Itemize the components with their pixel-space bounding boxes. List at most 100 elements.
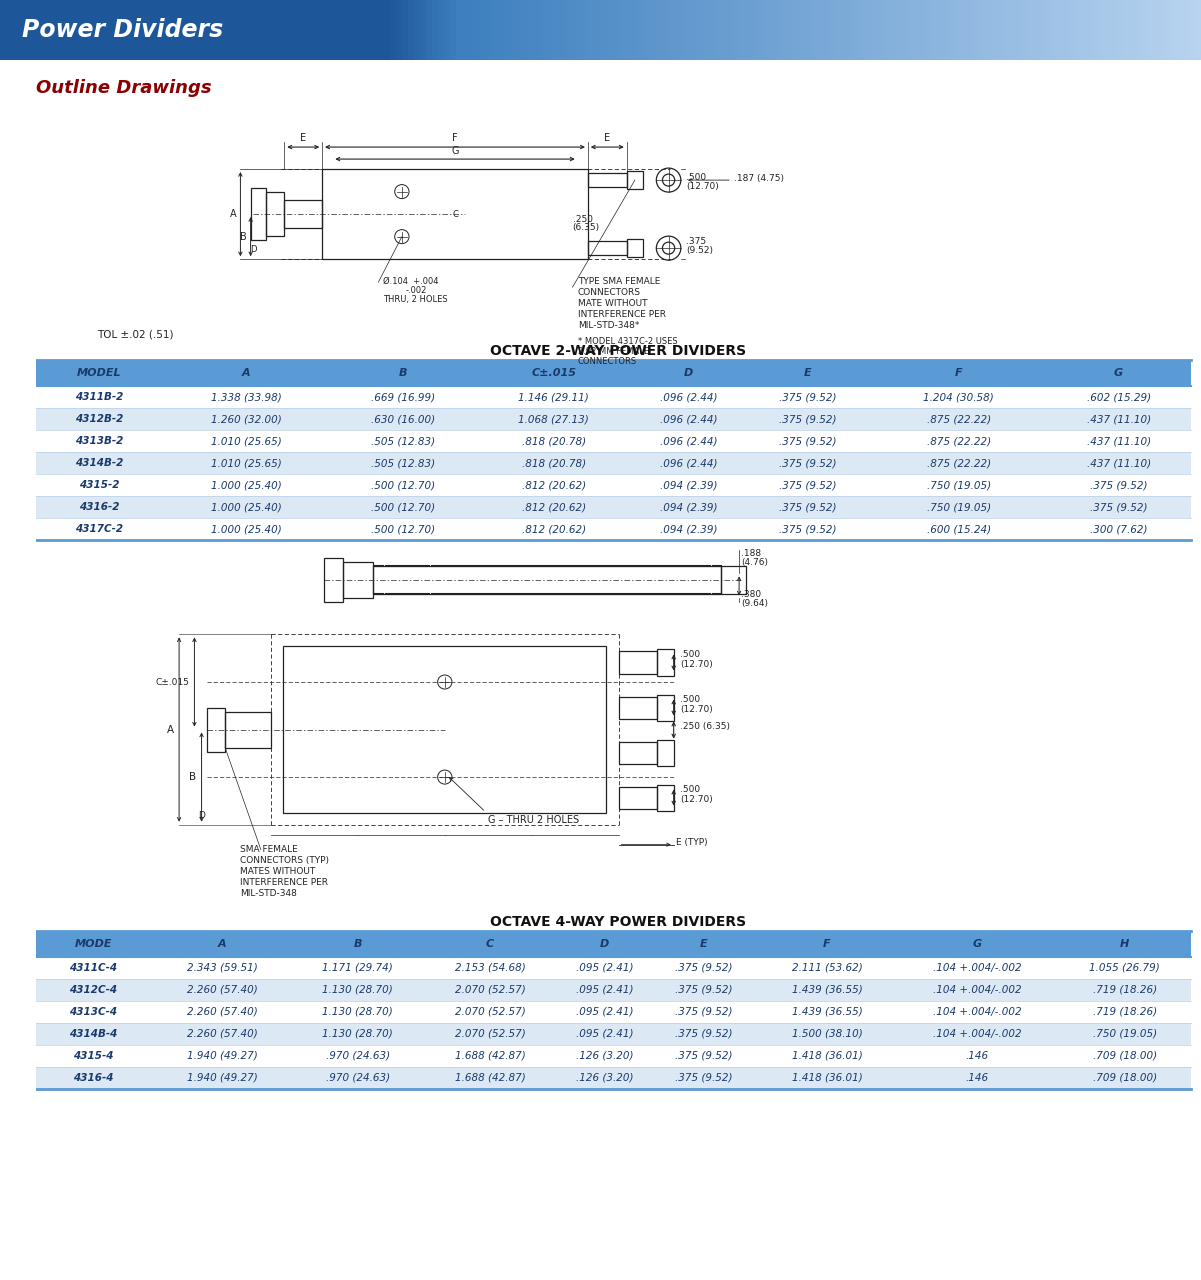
Bar [162,0,168,59]
Bar [667,0,673,59]
Text: .094 (2.39): .094 (2.39) [661,525,717,534]
Text: B: B [240,232,246,242]
Bar [324,0,330,59]
Text: 1.010 (25.65): 1.010 (25.65) [211,458,282,468]
Text: .095 (2.41): .095 (2.41) [575,1029,633,1039]
Text: .375 (9.52): .375 (9.52) [675,1007,733,1016]
Bar [1075,0,1081,59]
Bar [967,0,973,59]
Text: A: A [229,209,237,219]
Bar [1021,0,1027,59]
Bar [48,0,54,59]
Bar [240,0,246,59]
Text: .669 (16.99): .669 (16.99) [371,392,435,402]
Bar [781,0,787,59]
Text: .104 +.004/-.002: .104 +.004/-.002 [933,1007,1022,1016]
Text: .500: .500 [680,695,700,704]
Text: (4.76): (4.76) [741,558,769,567]
Bar [1069,0,1075,59]
Text: 4312C-4: 4312C-4 [70,984,118,995]
Bar [961,0,967,59]
Text: .375 (9.52): .375 (9.52) [779,502,837,512]
Text: 1.055 (26.79): 1.055 (26.79) [1089,963,1160,973]
Bar [588,0,594,59]
Text: .126 (3.20): .126 (3.20) [575,1051,633,1061]
Text: 1.260 (32.00): 1.260 (32.00) [211,415,282,424]
Text: .188: .188 [741,549,761,558]
Bar [132,0,138,59]
Bar [156,0,162,59]
Bar [378,0,384,59]
Bar [462,0,468,59]
Text: .500 (12.70): .500 (12.70) [371,525,435,534]
Text: 1.000 (25.40): 1.000 (25.40) [211,525,282,534]
Bar [480,0,486,59]
Bar [36,497,1190,518]
Text: 1.130 (28.70): 1.130 (28.70) [322,1007,393,1016]
Bar [6,0,12,59]
Bar [546,0,552,59]
Bar [627,239,643,257]
Bar [955,0,961,59]
Text: .750 (19.05): .750 (19.05) [926,480,991,490]
Bar [613,0,619,59]
Bar [570,0,576,59]
Text: 4312B-2: 4312B-2 [74,415,123,424]
Text: (12.70): (12.70) [680,660,712,669]
Bar [937,0,943,59]
Text: 4316-2: 4316-2 [78,502,119,512]
Text: C±.015: C±.015 [531,369,576,379]
Bar [865,0,871,59]
Bar [1051,0,1057,59]
Text: .500: .500 [680,785,700,794]
Bar [336,0,342,59]
Bar [657,785,674,810]
Bar [150,0,156,59]
Text: D: D [599,938,609,948]
Bar [306,0,312,59]
Bar [1087,0,1093,59]
Text: TOL ±.02 (.51): TOL ±.02 (.51) [97,329,174,339]
Bar [414,0,420,59]
Bar [18,0,24,59]
Text: INTERFERENCE PER: INTERFERENCE PER [240,878,328,887]
Text: .375 (9.52): .375 (9.52) [779,415,837,424]
Bar [787,0,793,59]
Bar [1105,0,1111,59]
Bar [390,0,396,59]
Bar [251,188,265,241]
Bar [225,712,271,748]
Text: 1.439 (36.55): 1.439 (36.55) [791,984,862,995]
Bar [402,0,408,59]
Bar [1039,0,1045,59]
Bar [769,0,775,59]
Bar [763,0,769,59]
Text: .250 (6.35): .250 (6.35) [680,722,730,731]
Bar [655,0,661,59]
Bar [985,0,991,59]
Text: 1.171 (29.74): 1.171 (29.74) [322,963,393,973]
Bar [649,0,655,59]
Text: MIL-STD-348: MIL-STD-348 [240,888,298,897]
Text: .719 (18.26): .719 (18.26) [1093,1007,1157,1016]
Bar [444,0,450,59]
Bar [805,0,811,59]
Text: A: A [219,938,227,948]
Bar [432,0,438,59]
Bar [276,0,282,59]
Text: .812 (20.62): .812 (20.62) [521,502,586,512]
Bar [216,0,222,59]
Text: 2.260 (57.40): 2.260 (57.40) [187,1007,258,1016]
Bar [504,0,510,59]
Text: .094 (2.39): .094 (2.39) [661,480,717,490]
Bar [1129,0,1135,59]
Bar [1027,0,1033,59]
Text: 4314B-2: 4314B-2 [74,458,123,468]
Text: 1.146 (29.11): 1.146 (29.11) [519,392,590,402]
Bar [1195,0,1201,59]
Text: .875 (22.22): .875 (22.22) [926,436,991,447]
Bar [847,0,853,59]
Bar [853,0,859,59]
Bar [673,0,679,59]
Text: 4315-2: 4315-2 [78,480,119,490]
